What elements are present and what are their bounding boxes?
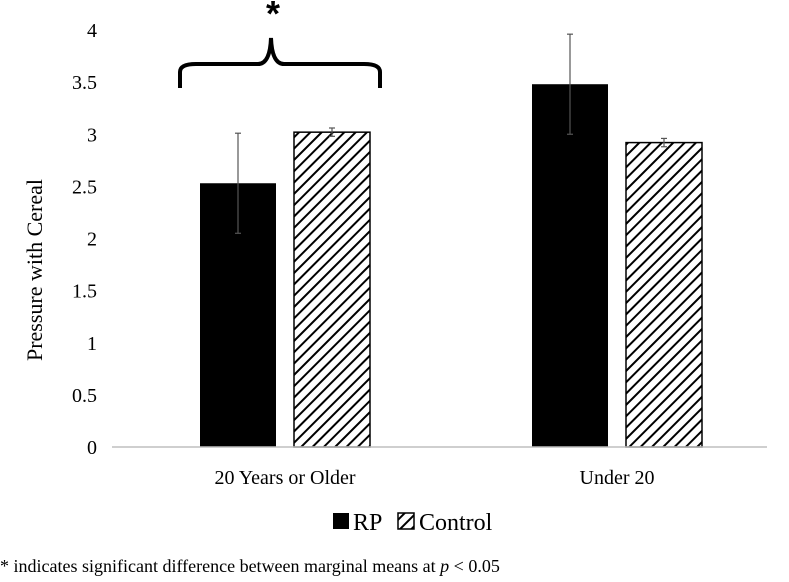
legend-label-rp: RP — [353, 510, 382, 536]
footnote: * indicates significant difference betwe… — [0, 556, 500, 577]
y-tick-label: 3 — [87, 124, 97, 146]
y-axis-title: Pressure with Cereal — [22, 179, 47, 361]
error-bar — [567, 33, 573, 135]
bar-control-under20 — [625, 141, 703, 448]
bar-chart: Pressure with Cereal 0 0.5 1 1.5 2 2.5 3 3.5 4 2… — [22, 0, 767, 536]
category-labels: 20 Years or Older Under 20 — [214, 467, 654, 489]
brace-shape — [178, 37, 382, 88]
y-tick-label: 1 — [87, 333, 97, 355]
y-tick-label: 1.5 — [72, 281, 97, 303]
bar-control-older — [293, 131, 371, 448]
x-category-label: Under 20 — [580, 467, 655, 489]
y-tick-label: 2.5 — [72, 176, 97, 198]
y-axis-tick-labels: 0 0.5 1 1.5 2 2.5 3 3.5 4 — [72, 20, 97, 459]
legend: RP Control — [333, 510, 493, 536]
bars — [200, 84, 703, 448]
footnote-suffix: < 0.05 — [449, 556, 500, 576]
y-tick-label: 3.5 — [72, 72, 97, 94]
x-category-label: 20 Years or Older — [214, 467, 355, 489]
significance-asterisk: * — [266, 0, 280, 34]
y-tick-label: 0.5 — [72, 385, 97, 407]
error-bar — [235, 132, 241, 234]
legend-swatch-rp — [333, 513, 349, 529]
error-bar — [329, 127, 335, 137]
legend-swatch-control — [397, 512, 415, 530]
footnote-p-value-symbol: p — [440, 556, 450, 576]
error-bar — [661, 137, 667, 148]
significance-brace: * — [178, 0, 382, 88]
y-tick-label: 0 — [87, 437, 97, 459]
error-bars — [235, 33, 667, 234]
bar-rp-under20 — [532, 84, 608, 448]
legend-label-control: Control — [419, 510, 493, 536]
footnote-prefix: * indicates significant difference betwe… — [0, 556, 441, 576]
y-tick-label: 2 — [87, 229, 97, 251]
y-tick-label: 4 — [87, 20, 97, 42]
